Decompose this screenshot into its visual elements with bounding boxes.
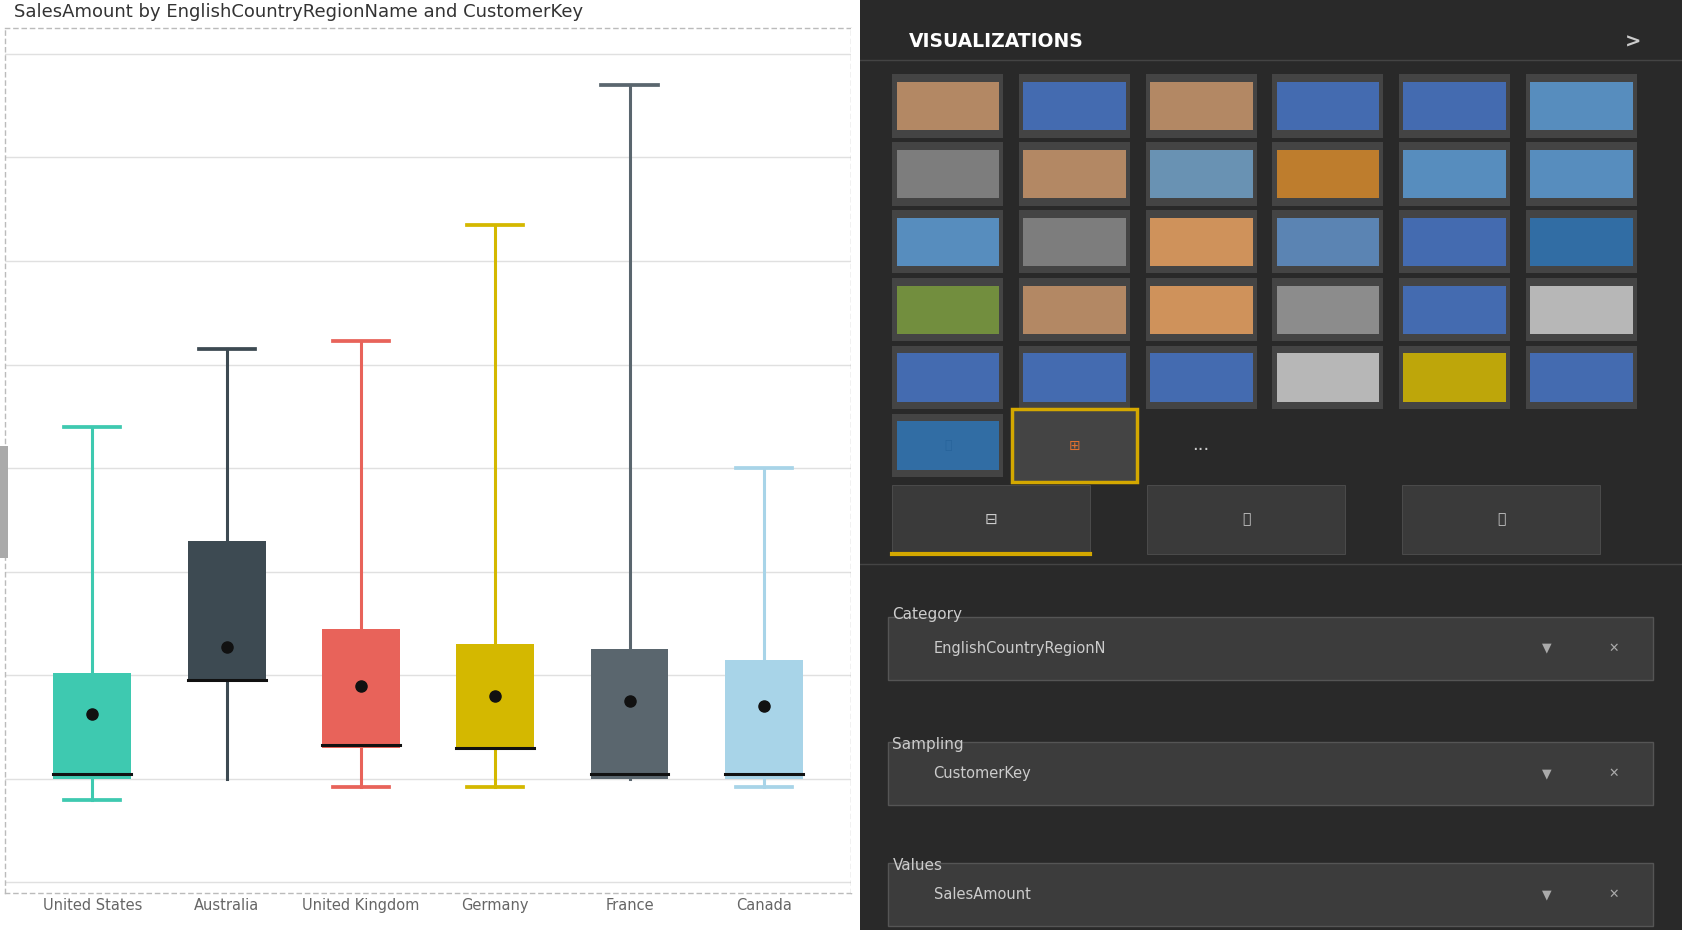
Text: 🔍: 🔍 xyxy=(1497,512,1505,526)
Bar xyxy=(1019,142,1130,206)
Bar xyxy=(893,414,1004,477)
Bar xyxy=(1526,74,1637,138)
Text: 🖌: 🖌 xyxy=(1241,512,1250,526)
Bar xyxy=(893,414,1004,477)
Bar xyxy=(1403,485,1600,554)
Bar xyxy=(1403,353,1505,402)
Bar xyxy=(1399,74,1510,138)
Bar xyxy=(1277,82,1379,130)
Bar xyxy=(1019,414,1130,477)
Bar xyxy=(1023,421,1125,470)
Bar xyxy=(897,150,999,198)
Bar xyxy=(1145,346,1256,409)
Bar xyxy=(1526,278,1637,341)
Bar xyxy=(1277,353,1379,402)
Text: ▼: ▼ xyxy=(1542,888,1552,901)
Bar xyxy=(1023,218,1125,266)
Bar xyxy=(1403,82,1505,130)
Bar xyxy=(1023,353,1125,402)
Bar xyxy=(1526,346,1637,409)
Bar xyxy=(1277,150,1379,198)
Text: ✕: ✕ xyxy=(1608,767,1618,780)
Bar xyxy=(1531,218,1633,266)
Text: ▼: ▼ xyxy=(1542,767,1552,780)
Bar xyxy=(893,278,1004,341)
Bar xyxy=(1399,278,1510,341)
Bar xyxy=(1150,82,1253,130)
Text: ▼: ▼ xyxy=(1542,642,1552,655)
Bar xyxy=(1531,286,1633,334)
Bar xyxy=(1150,353,1253,402)
Text: ✕: ✕ xyxy=(1608,642,1618,655)
Text: Sampling: Sampling xyxy=(893,737,964,752)
Bar xyxy=(1399,142,1510,206)
Bar xyxy=(1272,142,1383,206)
FancyBboxPatch shape xyxy=(1013,409,1137,482)
Bar xyxy=(897,82,999,130)
Bar xyxy=(897,421,999,470)
Bar xyxy=(893,346,1004,409)
Bar xyxy=(897,218,999,266)
Bar xyxy=(1019,346,1130,409)
Bar xyxy=(1019,278,1130,341)
Text: ⊞: ⊞ xyxy=(1068,438,1080,453)
Bar xyxy=(893,485,1090,554)
Bar xyxy=(1531,353,1633,402)
Bar xyxy=(1145,278,1256,341)
Bar xyxy=(1272,278,1383,341)
Bar xyxy=(1150,286,1253,334)
Bar xyxy=(1150,150,1253,198)
Bar xyxy=(1277,218,1379,266)
Bar xyxy=(1403,218,1505,266)
Text: Values: Values xyxy=(893,858,942,873)
Bar xyxy=(1531,82,1633,130)
Text: Category: Category xyxy=(893,607,962,622)
Text: ⊟: ⊟ xyxy=(984,512,997,527)
Bar xyxy=(1272,74,1383,138)
Bar xyxy=(1526,210,1637,273)
Bar xyxy=(1145,74,1256,138)
Text: SalesAmount by EnglishCountryRegionName and CustomerKey: SalesAmount by EnglishCountryRegionName … xyxy=(13,3,582,20)
Bar xyxy=(897,286,999,334)
Bar xyxy=(1403,150,1505,198)
Text: SalesAmount: SalesAmount xyxy=(934,887,1031,902)
Bar xyxy=(1403,286,1505,334)
FancyBboxPatch shape xyxy=(888,863,1653,926)
Bar xyxy=(1272,346,1383,409)
Bar xyxy=(1531,150,1633,198)
Bar xyxy=(188,540,266,681)
Bar xyxy=(54,672,131,778)
Bar xyxy=(1272,210,1383,273)
Bar xyxy=(590,649,668,778)
Bar xyxy=(1023,82,1125,130)
Text: EnglishCountryRegionN: EnglishCountryRegionN xyxy=(934,641,1107,656)
Bar xyxy=(1150,218,1253,266)
Bar xyxy=(1019,74,1130,138)
Text: ...: ... xyxy=(1193,436,1209,455)
Bar xyxy=(893,142,1004,206)
Bar xyxy=(893,74,1004,138)
Text: VISUALIZATIONS: VISUALIZATIONS xyxy=(908,33,1083,51)
Bar xyxy=(893,210,1004,273)
Bar xyxy=(897,353,999,402)
FancyBboxPatch shape xyxy=(888,742,1653,805)
Bar xyxy=(1145,210,1256,273)
Text: >: > xyxy=(1625,33,1642,51)
Text: CustomerKey: CustomerKey xyxy=(934,766,1031,781)
Text: 🌐: 🌐 xyxy=(944,439,952,452)
Bar xyxy=(725,659,802,778)
FancyBboxPatch shape xyxy=(888,617,1653,680)
Bar xyxy=(1277,286,1379,334)
Bar xyxy=(1399,346,1510,409)
Bar xyxy=(1023,150,1125,198)
Text: ✕: ✕ xyxy=(1608,888,1618,901)
Bar xyxy=(1019,210,1130,273)
Bar xyxy=(1147,485,1346,554)
Bar xyxy=(1023,286,1125,334)
Bar xyxy=(1399,210,1510,273)
Bar xyxy=(1526,142,1637,206)
Bar xyxy=(321,629,400,748)
Bar xyxy=(1145,142,1256,206)
Bar xyxy=(456,644,535,751)
